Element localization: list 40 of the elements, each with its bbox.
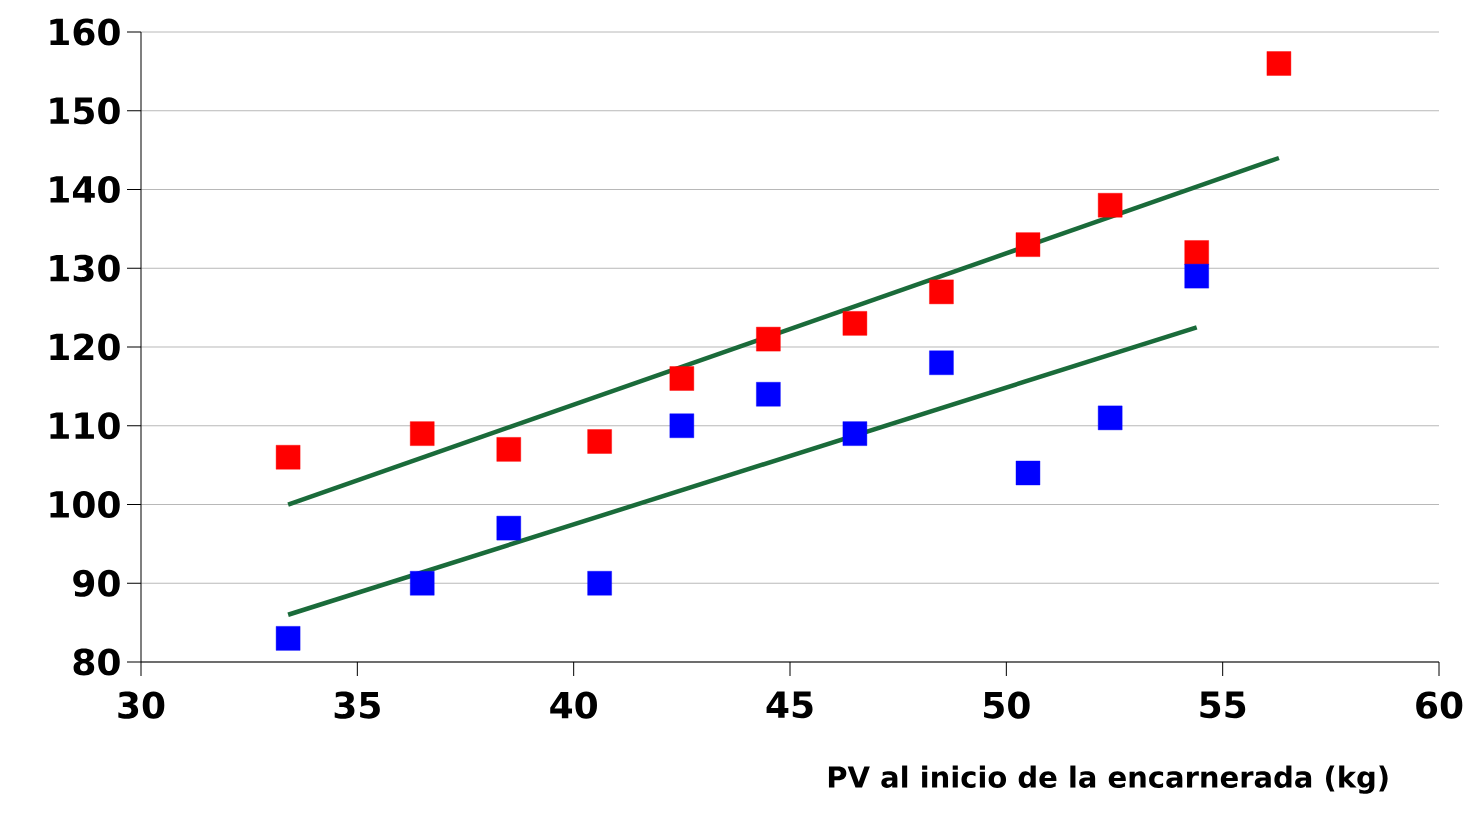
x-tick-label: 50 xyxy=(984,691,1030,719)
point xyxy=(496,515,521,541)
x-tick-label: 60 xyxy=(1416,691,1463,719)
x-tick-label: 40 xyxy=(550,691,597,719)
point xyxy=(929,350,954,375)
point xyxy=(756,382,781,407)
y-tick-label: 100 xyxy=(50,490,120,519)
point xyxy=(1015,460,1041,486)
point xyxy=(275,626,301,651)
y-tick-label: 80 xyxy=(73,648,120,676)
y-tick-label: 140 xyxy=(50,175,120,204)
point xyxy=(669,366,695,391)
y-tick-label: 110 xyxy=(50,412,120,440)
y-tick-label: 130 xyxy=(50,254,120,282)
y-tick-label: 160 xyxy=(50,18,120,46)
y-tick-label: 150 xyxy=(50,97,120,125)
x-tick-label: 45 xyxy=(766,691,813,719)
point xyxy=(1015,232,1041,257)
point xyxy=(1097,193,1123,218)
point xyxy=(842,311,868,336)
point xyxy=(587,429,612,454)
point xyxy=(842,421,868,446)
point xyxy=(1097,405,1123,431)
point xyxy=(410,421,435,446)
point xyxy=(756,326,781,352)
point xyxy=(587,571,612,596)
x-tick-label: 55 xyxy=(1200,691,1246,719)
x-axis-title: PV al inicio de la encarnerada (kg) xyxy=(828,765,1388,794)
y-tick-label: 90 xyxy=(73,569,120,597)
x-tick-label: 35 xyxy=(334,691,380,719)
y-tick-label: 120 xyxy=(50,333,120,361)
x-tick-label: 30 xyxy=(118,691,165,719)
point xyxy=(275,445,301,470)
point xyxy=(1184,240,1209,265)
point xyxy=(1184,263,1209,289)
point xyxy=(410,571,435,596)
point xyxy=(929,279,954,305)
point xyxy=(1266,51,1292,76)
point xyxy=(669,413,695,438)
point xyxy=(496,437,521,462)
